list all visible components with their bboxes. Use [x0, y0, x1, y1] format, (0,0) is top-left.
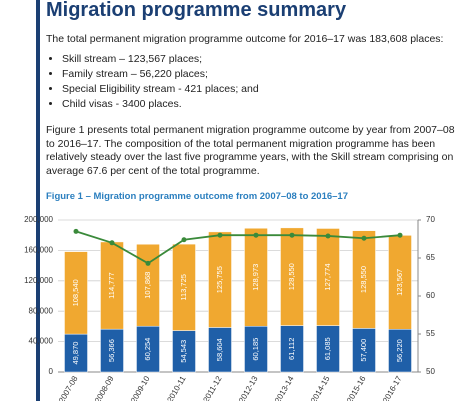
y2-tick-label: 65	[426, 253, 435, 262]
x-tick-label: 2008-09	[93, 374, 116, 401]
bullet: Skill stream – 123,567 places;	[62, 53, 259, 65]
y2-tick-label: 50	[426, 367, 435, 376]
bar-segment	[244, 227, 268, 327]
value-label: 56,366	[107, 339, 116, 362]
x-tick-label: 2009-10	[129, 374, 152, 401]
value-label: 113,725	[179, 274, 188, 301]
x-tick-label: 2011-12	[201, 374, 223, 401]
line-marker	[325, 233, 331, 239]
value-label: 128,550	[287, 263, 296, 290]
value-label: 125,755	[215, 266, 224, 293]
intro: The total permanent migration programme …	[46, 33, 444, 45]
y-tick-label: 200,000	[24, 215, 53, 224]
line-marker	[397, 232, 403, 238]
x-tick-label: 2013-14	[273, 374, 296, 401]
bar-segment	[352, 230, 376, 329]
y-tick-label: 160,000	[24, 246, 53, 255]
bar-segment	[172, 243, 196, 331]
value-label: 108,540	[71, 279, 80, 306]
bar-segment	[64, 251, 88, 335]
value-label: 114,777	[107, 272, 116, 299]
bullet: Special Eligibility stream - 421 places;…	[62, 83, 259, 95]
line-marker	[253, 232, 259, 238]
value-label: 54,543	[179, 340, 188, 363]
line-marker	[73, 228, 79, 234]
value-label: 56,220	[395, 339, 404, 362]
x-tick-label: 2015-16	[345, 374, 368, 401]
y-tick-label: 40,000	[29, 337, 54, 346]
side-strip	[36, 0, 40, 401]
line-marker	[289, 232, 295, 238]
y2-tick-label: 70	[426, 215, 435, 224]
bar-segment	[208, 231, 232, 328]
y-tick-label: 0	[49, 367, 54, 376]
bullet: Child visas - 3400 places.	[62, 98, 259, 110]
y2-tick-label: 60	[426, 291, 435, 300]
value-label: 128,973	[251, 264, 260, 291]
value-label: 60,254	[143, 338, 152, 361]
line-marker	[181, 237, 187, 243]
figure-caption: Figure 1 – Migration programme outcome f…	[46, 191, 348, 202]
value-label: 60,185	[251, 338, 260, 361]
line-marker	[145, 260, 151, 266]
chart: 0 40,000 80,000 120,000 160,000 200,000 50 55 60…	[24, 215, 435, 401]
bullet: Family stream – 56,220 places;	[62, 68, 259, 80]
paragraph: Figure 1 presents total permanent migrat…	[46, 124, 455, 177]
value-label: 61,112	[287, 338, 296, 360]
x-tick-label: 2016-17	[381, 374, 404, 401]
bullet-list: Skill stream – 123,567 places; Family st…	[46, 53, 259, 113]
x-tick-label: 2014-15	[309, 374, 332, 401]
x-tick-label: 2007-08	[57, 374, 80, 401]
line	[75, 230, 401, 265]
bar-segment	[280, 227, 304, 326]
value-label: 57,400	[359, 339, 368, 362]
title: Migration programme summary	[46, 0, 347, 21]
x-tick-label: 2012-13	[237, 374, 260, 401]
bar-segment	[316, 228, 340, 326]
value-label: 127,774	[323, 263, 332, 290]
value-label: 49,870	[71, 342, 80, 365]
x-tick-label: 2010-11	[165, 374, 187, 401]
line-marker	[361, 235, 367, 241]
y-tick-label: 80,000	[29, 306, 54, 315]
line-marker	[217, 232, 223, 238]
line-marker	[109, 240, 115, 246]
value-label: 107,868	[143, 272, 152, 299]
y-tick-label: 120,000	[24, 276, 53, 285]
value-label: 128,550	[359, 266, 368, 293]
bar-segment	[136, 243, 160, 327]
value-label: 123,567	[395, 269, 404, 296]
value-label: 58,604	[215, 338, 224, 361]
value-label: 61,085	[323, 337, 332, 360]
y2-tick-label: 55	[426, 329, 435, 338]
